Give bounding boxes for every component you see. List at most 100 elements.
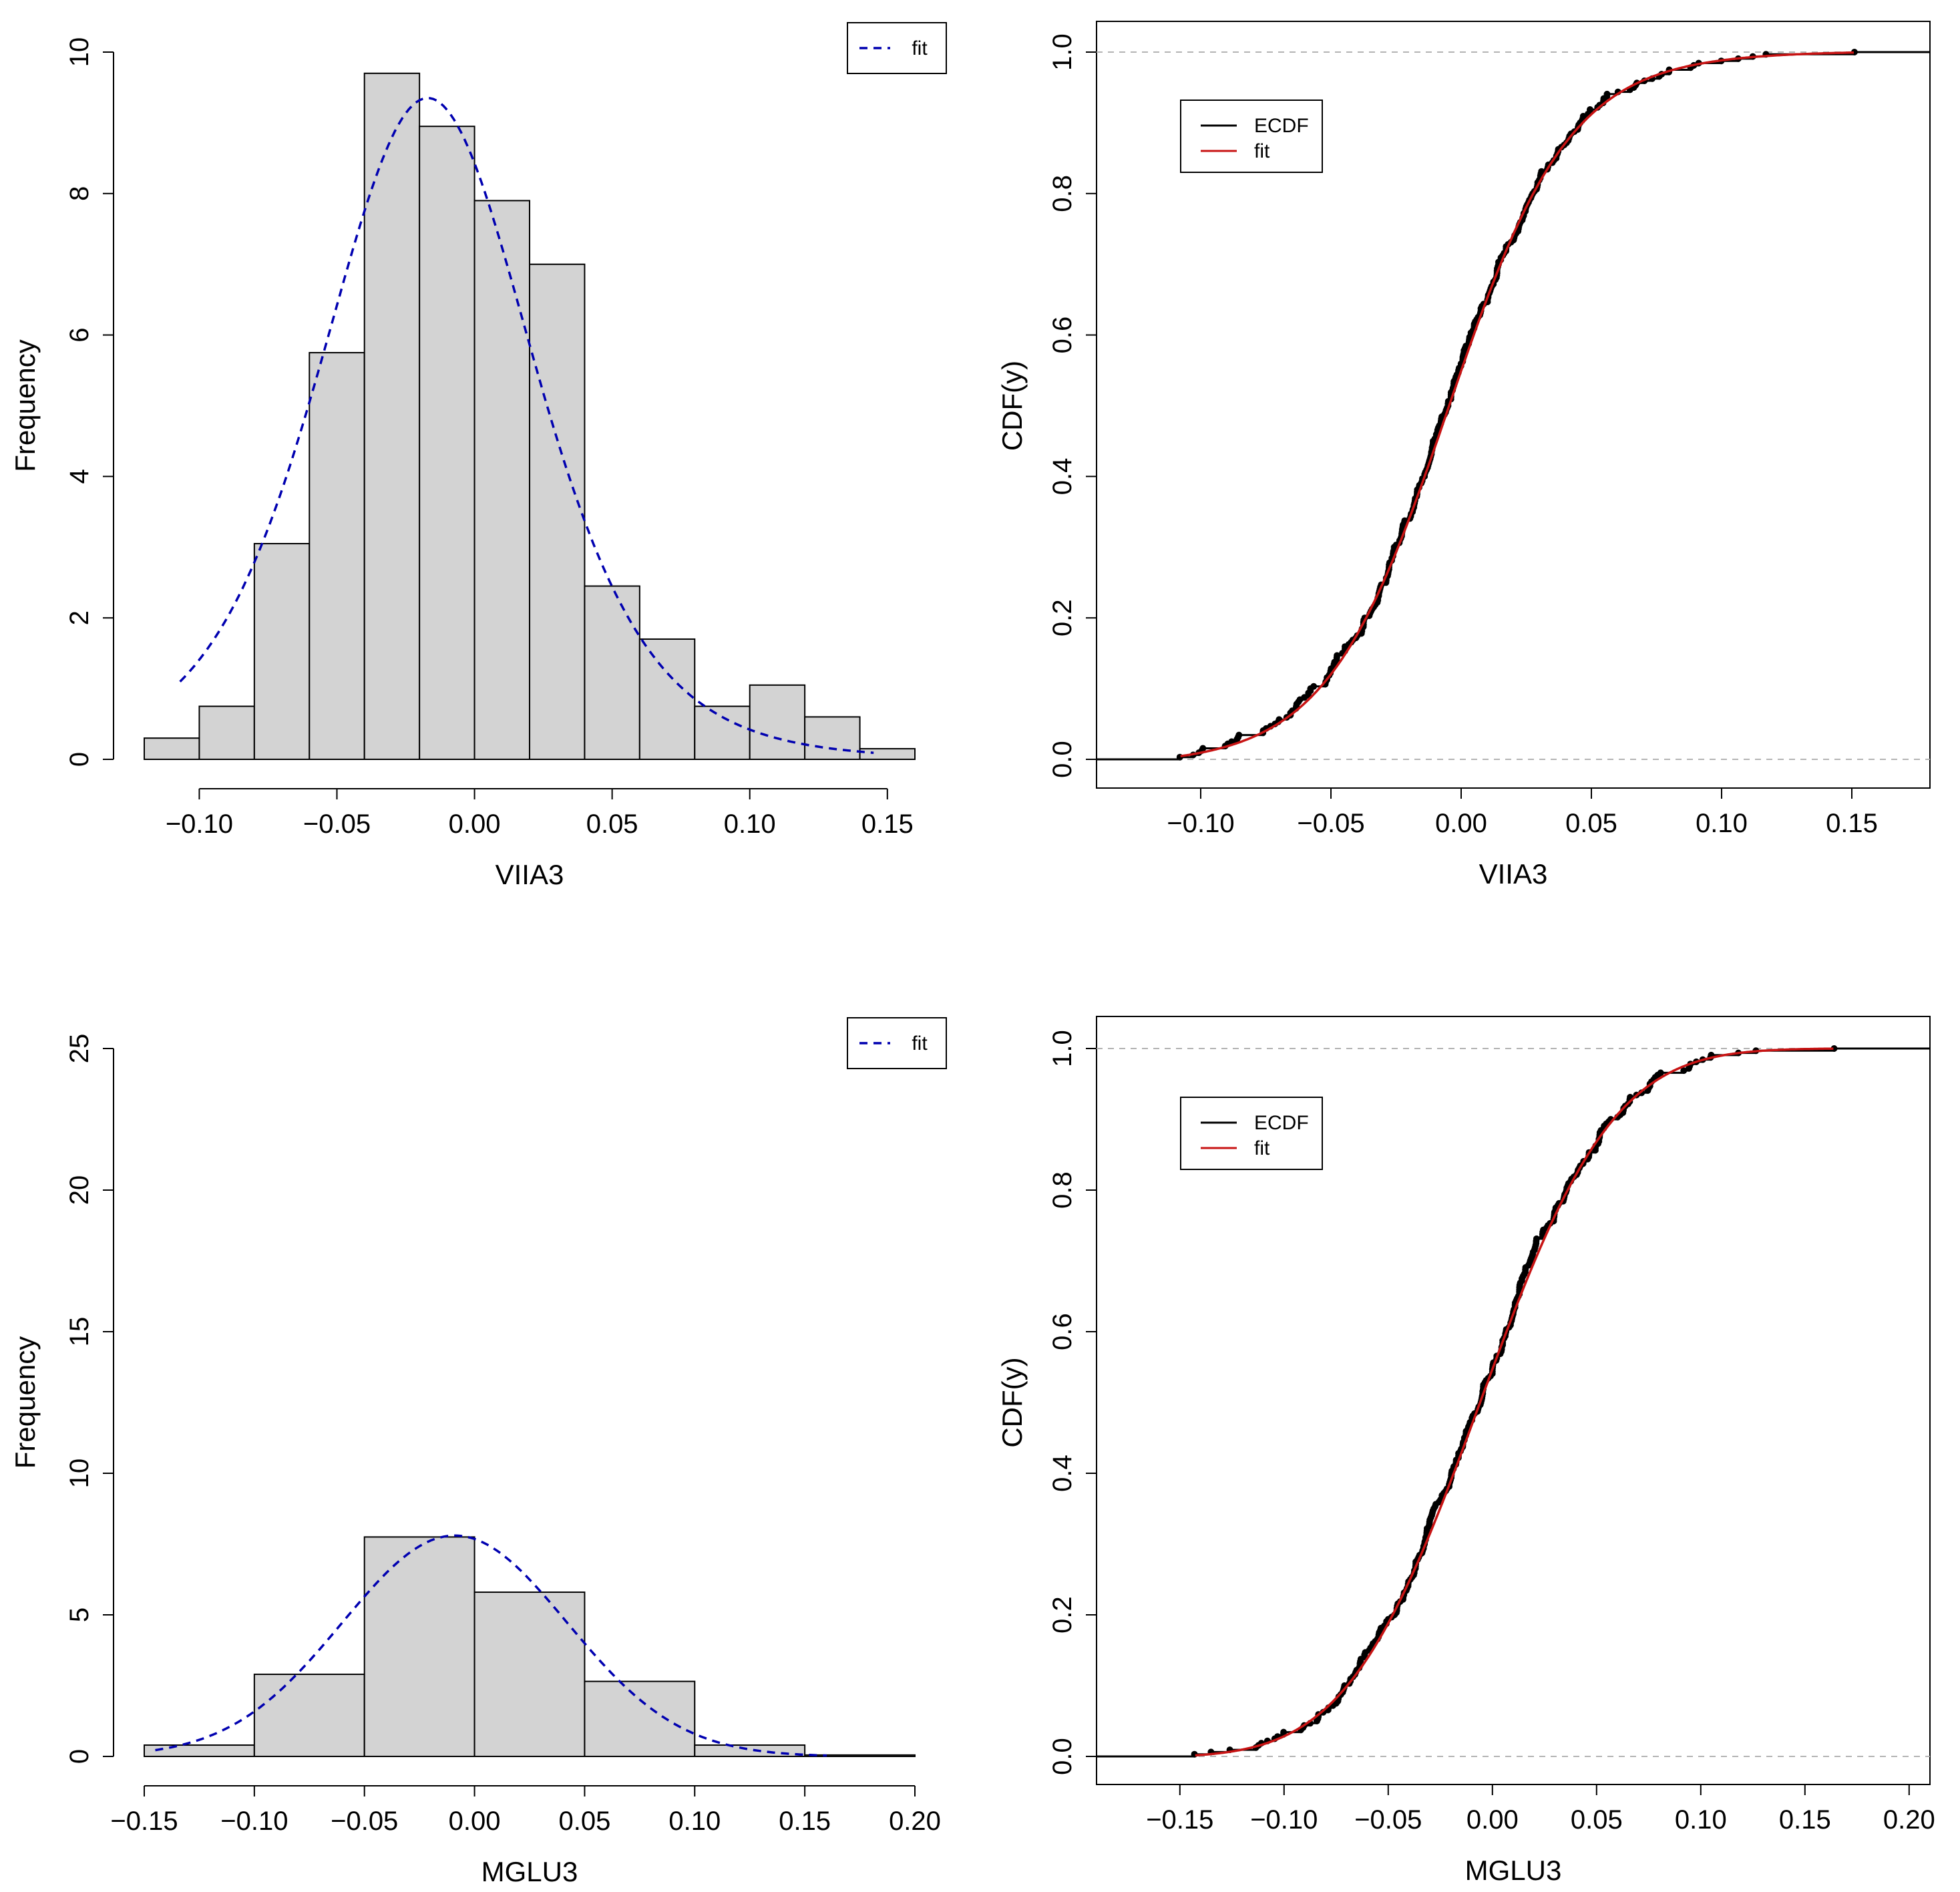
y-tick-label: 5 [65,1607,94,1622]
x-tick-label: −0.05 [1354,1805,1422,1835]
ecdf-point [1680,1067,1688,1075]
x-axis-title: VIIA3 [496,859,564,890]
histogram-bar [144,1744,255,1758]
histogram-bar [253,1674,365,1758]
x-tick-label: −0.10 [166,809,233,839]
legend-box [847,1017,947,1069]
histogram-bar [198,705,255,760]
ecdf-point [1850,49,1858,55]
ecdf-point [1310,683,1318,690]
y-tick-label: 0.0 [1048,1738,1077,1775]
y-tick-label: 0.2 [1048,599,1077,636]
legend-fit-label: fit [1254,140,1270,162]
legend-fit-label: fit [912,1032,928,1055]
y-tick-label: 0.4 [1048,458,1077,496]
x-tick-label: 0.05 [558,1807,610,1836]
fit-cdf-curve [1180,51,1854,757]
x-tick-label: 0.10 [1675,1805,1727,1835]
x-tick-label: 0.05 [586,809,638,839]
x-tick-label: 0.10 [1696,809,1748,838]
y-tick-label: 0.2 [1048,1596,1077,1634]
x-tick-label: −0.05 [303,809,371,839]
y-tick-label: 0.6 [1048,1313,1077,1350]
x-tick-label: 0.10 [668,1807,721,1836]
histogram-bar [473,200,530,760]
y-tick-label: 0 [65,1749,94,1764]
x-axis-title: VIIA3 [1479,858,1548,890]
y-tick-label: 2 [65,610,94,625]
x-tick-label: −0.10 [220,1807,288,1836]
y-tick-label: 25 [65,1034,94,1064]
x-tick-label: −0.15 [1146,1805,1213,1835]
histogram-bar [859,748,916,760]
histogram-bar [253,543,311,760]
y-tick-label: 4 [65,469,94,484]
y-tick-label: 10 [65,37,94,67]
fit-density-curve [155,1534,827,1757]
x-tick-label: 0.20 [889,1807,941,1836]
x-tick-label: 0.05 [1571,1805,1623,1835]
ecdf-point [1533,1235,1540,1242]
x-tick-label: 0.05 [1565,809,1617,838]
histogram-bar [804,1754,916,1757]
x-axis-title: MGLU3 [481,1856,578,1887]
x-tick-label: −0.05 [331,1807,398,1836]
x-tick-label: −0.15 [110,1807,178,1836]
histogram-bar [584,1680,696,1757]
y-tick-label: 0.6 [1048,317,1077,354]
ecdf-point [1199,745,1207,752]
x-tick-label: −0.10 [1167,809,1234,838]
y-tick-label: 20 [65,1175,94,1205]
histogram-bar [473,1591,586,1758]
histogram-bar [529,263,586,760]
histogram-bar [694,705,751,760]
y-tick-label: 0 [65,752,94,767]
histogram-bar [749,684,806,761]
y-tick-label: 8 [65,186,94,201]
x-tick-label: 0.15 [861,809,914,839]
x-tick-label: −0.05 [1297,809,1364,838]
fit-cdf-curve [1195,1047,1834,1757]
ecdf-point [1280,1728,1288,1736]
x-tick-label: −0.10 [1250,1805,1318,1835]
chart-panel-bottom-right: −0.15 −0.10 −0.05 0.00 0.05 0.10 0.15 0.20 MGLU3… [996,1016,1935,1886]
y-tick-label: 0.8 [1048,175,1077,212]
histogram-bar [638,638,696,760]
legend-ecdf-label: ECDF [1254,1112,1309,1134]
histogram-bar [694,1744,806,1758]
histogram-bar [584,585,640,760]
ecdf-point [1538,168,1545,175]
y-tick-label: 0.8 [1048,1171,1077,1209]
histogram-bar [363,72,421,760]
x-tick-label: 0.00 [1466,1805,1519,1835]
y-tick-label: 0.4 [1048,1455,1077,1492]
x-tick-label: 0.10 [724,809,776,839]
chart-panel-top-right: −0.10 −0.05 0.00 0.05 0.10 0.15 VIIA3 0.0 0.2 0.4… [996,21,1931,890]
histogram-bar [309,352,365,760]
y-axis-title: CDF(y) [996,1357,1028,1447]
histogram-bar [419,126,475,760]
chart-panel-top-left: −0.10 −0.05 0.00 0.05 0.10 0.15 VIIA3 0 2 4 6 8 10 Fr… [9,22,947,890]
chart-panel-bottom-left: −0.15 −0.10 −0.05 0.00 0.05 0.10 0.15 0.20 MGLU3… [9,1017,947,1887]
x-tick-label: 0.00 [449,1807,501,1836]
y-tick-label: 1.0 [1048,33,1077,71]
y-tick-label: 1.0 [1048,1030,1077,1067]
x-tick-label: 0.20 [1883,1805,1935,1835]
x-tick-label: 0.15 [1826,809,1878,838]
y-axis-title: CDF(y) [996,361,1028,451]
legend-box [1180,100,1323,173]
histogram-bar [144,737,200,760]
ecdf-point [1603,90,1611,98]
ecdf-point [1401,517,1408,524]
x-tick-label: 0.00 [449,809,501,839]
x-tick-label: 0.00 [1435,809,1487,838]
legend-fit-label: fit [1254,1137,1270,1159]
ecdf-point [1334,652,1341,659]
legend-fit-label: fit [912,37,928,59]
ecdf-point [1657,1069,1664,1077]
y-tick-label: 10 [65,1459,94,1489]
y-tick-label: 0.0 [1048,741,1077,778]
x-tick-label: 0.15 [1779,1805,1831,1835]
y-tick-label: 6 [65,327,94,342]
